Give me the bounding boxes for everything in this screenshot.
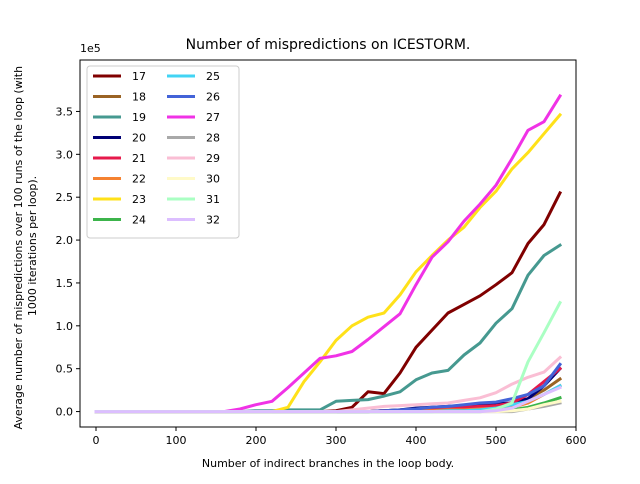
legend-label-28: 28	[206, 132, 220, 145]
y-tick-label: 1.0	[56, 320, 74, 333]
legend-label-30: 30	[206, 173, 220, 186]
x-tick-label: 500	[486, 434, 507, 447]
y-tick-label: 1.5	[56, 277, 74, 290]
legend-label-25: 25	[206, 70, 220, 83]
y-tick-label: 3.0	[56, 148, 74, 161]
legend-label-26: 26	[206, 91, 220, 104]
chart-title: Number of mispredictions on ICESTORM.	[186, 37, 471, 53]
series-line-32	[94, 385, 562, 414]
x-tick-label: 0	[93, 434, 100, 447]
legend-frame	[86, 65, 240, 239]
axes: 0 100 200 300 400 500 600 0.0 0.5 1.0 1.5 2.0 2.5 3.0…	[56, 59, 587, 447]
legend-label-27: 27	[206, 111, 220, 124]
legend-label-19: 19	[132, 111, 146, 124]
y-axis-label: Average number of mispredictions over 10…	[12, 62, 39, 429]
legend-label-32: 32	[206, 214, 220, 227]
legend-label-18: 18	[132, 91, 146, 104]
x-tick-label: 400	[406, 434, 427, 447]
y-axis-label-line-1: Average number of mispredictions over 10…	[12, 66, 25, 430]
y-tick-label: 2.5	[56, 191, 74, 204]
y-tick-label: 0.5	[56, 363, 74, 376]
legend-label-17: 17	[132, 70, 146, 83]
legend-label-20: 20	[132, 132, 146, 145]
plot-area	[94, 93, 563, 414]
legend-label-23: 23	[132, 193, 146, 206]
x-tick-label: 300	[326, 434, 347, 447]
legend: 17 18 19 20 21 22 23 24 25 26 27 28 29 30 31 32	[86, 65, 240, 239]
legend-label-21: 21	[132, 152, 146, 165]
y-tick-label: 0.0	[56, 406, 74, 419]
legend-label-24: 24	[132, 214, 146, 227]
legend-label-31: 31	[206, 193, 220, 206]
axes-frame	[79, 59, 577, 428]
x-axis-label: Number of indirect branches in the loop …	[202, 457, 454, 470]
legend-label-22: 22	[132, 173, 146, 186]
series-lines	[94, 93, 563, 414]
legend-label-29: 29	[206, 152, 220, 165]
y-axis-offset-label: 1e5	[80, 42, 101, 55]
x-tick-label: 100	[166, 434, 187, 447]
y-tick-label: 2.0	[56, 234, 74, 247]
x-tick-label: 200	[246, 434, 267, 447]
y-tick-label: 3.5	[56, 105, 74, 118]
y-axis-label-line-2: 1000 iterations per loop).	[26, 176, 39, 316]
x-tick-label: 600	[566, 434, 587, 447]
